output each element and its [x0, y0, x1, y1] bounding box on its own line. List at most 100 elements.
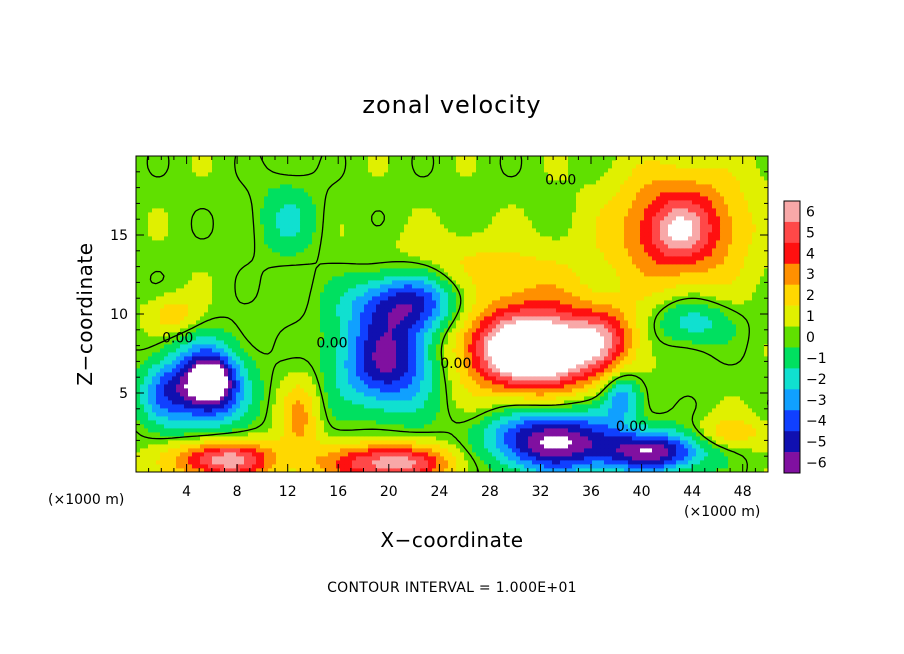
- heatmap-cell: [412, 424, 417, 429]
- heatmap-cell: [524, 452, 529, 457]
- heatmap-cell: [576, 380, 581, 385]
- heatmap-cell: [460, 396, 465, 401]
- heatmap-cell: [452, 424, 457, 429]
- heatmap-cell: [504, 432, 509, 437]
- heatmap-cell: [496, 368, 501, 373]
- heatmap-cell: [552, 348, 557, 353]
- heatmap-cell: [744, 436, 749, 441]
- heatmap-cell: [488, 404, 493, 409]
- heatmap-cell: [256, 440, 261, 445]
- heatmap-cell: [228, 464, 233, 469]
- heatmap-cell: [216, 464, 221, 469]
- heatmap-cell: [176, 444, 181, 449]
- heatmap-cell: [620, 404, 625, 409]
- heatmap-cell: [188, 352, 193, 357]
- heatmap-cell: [468, 388, 473, 393]
- heatmap-cell: [264, 360, 269, 365]
- heatmap-cell: [308, 464, 313, 469]
- heatmap-cell: [604, 420, 609, 425]
- heatmap-cell: [376, 464, 381, 469]
- heatmap-cell: [600, 384, 605, 389]
- heatmap-cell: [548, 428, 553, 433]
- heatmap-cell: [172, 404, 177, 409]
- heatmap-cell: [624, 360, 629, 365]
- heatmap-cell: [388, 388, 393, 393]
- heatmap-cell: [448, 420, 453, 425]
- heatmap-cell: [544, 424, 549, 429]
- heatmap-cell: [744, 404, 749, 409]
- heatmap-cell: [504, 468, 509, 473]
- heatmap-cell: [492, 376, 497, 381]
- heatmap-cell: [444, 372, 449, 377]
- heatmap-cell: [296, 416, 301, 421]
- heatmap-cell: [756, 348, 761, 353]
- heatmap-cell: [616, 436, 621, 441]
- heatmap-cell: [560, 416, 565, 421]
- heatmap-cell: [260, 464, 265, 469]
- heatmap-cell: [288, 380, 293, 385]
- heatmap-cell: [728, 348, 733, 353]
- heatmap-cell: [316, 376, 321, 381]
- heatmap-cell: [436, 388, 441, 393]
- heatmap-cell: [404, 448, 409, 453]
- heatmap-cell: [364, 356, 369, 361]
- heatmap-cell: [648, 388, 653, 393]
- heatmap-cell: [464, 440, 469, 445]
- heatmap-cell: [276, 460, 281, 465]
- heatmap-cell: [660, 384, 665, 389]
- heatmap-cell: [224, 388, 229, 393]
- heatmap-cell: [388, 364, 393, 369]
- heatmap-cell: [472, 440, 477, 445]
- heatmap-cell: [148, 400, 153, 405]
- heatmap-cell: [220, 408, 225, 413]
- heatmap-cell: [732, 408, 737, 413]
- heatmap-cell: [644, 360, 649, 365]
- heatmap-cell: [412, 428, 417, 433]
- heatmap-cell: [736, 448, 741, 453]
- heatmap-cell: [436, 396, 441, 401]
- heatmap-cell: [316, 428, 321, 433]
- heatmap-cell: [696, 464, 701, 469]
- heatmap-cell: [396, 416, 401, 421]
- heatmap-cell: [312, 432, 317, 437]
- heatmap-cell: [668, 360, 673, 365]
- heatmap-cell: [668, 380, 673, 385]
- heatmap-cell: [460, 392, 465, 397]
- heatmap-cell: [204, 372, 209, 377]
- heatmap-cell: [216, 360, 221, 365]
- heatmap-cell: [700, 360, 705, 365]
- heatmap-cell: [256, 468, 261, 473]
- heatmap-cell: [656, 440, 661, 445]
- heatmap-cell: [596, 404, 601, 409]
- heatmap-cell: [228, 452, 233, 457]
- heatmap-cell: [716, 428, 721, 433]
- heatmap-cell: [428, 452, 433, 457]
- heatmap-cell: [428, 348, 433, 353]
- heatmap-cell: [276, 408, 281, 413]
- heatmap-cell: [504, 400, 509, 405]
- heatmap-cell: [672, 464, 677, 469]
- heatmap-cell: [392, 352, 397, 357]
- heatmap-cell: [732, 452, 737, 457]
- heatmap-cell: [224, 448, 229, 453]
- heatmap-cell: [524, 456, 529, 461]
- heatmap-cell: [664, 352, 669, 357]
- heatmap-cell: [288, 416, 293, 421]
- heatmap-cell: [400, 428, 405, 433]
- heatmap-cell: [228, 412, 233, 417]
- heatmap-cell: [308, 468, 313, 473]
- heatmap-cell: [196, 380, 201, 385]
- heatmap-cell: [188, 380, 193, 385]
- heatmap-cell: [144, 412, 149, 417]
- heatmap-cell: [540, 348, 545, 353]
- heatmap-cell: [388, 396, 393, 401]
- heatmap-cell: [588, 436, 593, 441]
- heatmap-cell: [332, 404, 337, 409]
- heatmap-cell: [148, 392, 153, 397]
- heatmap-cell: [136, 380, 141, 385]
- heatmap-cell: [176, 392, 181, 397]
- heatmap-cell: [684, 356, 689, 361]
- heatmap-cell: [232, 360, 237, 365]
- heatmap-cell: [536, 436, 541, 441]
- heatmap-cell: [636, 412, 641, 417]
